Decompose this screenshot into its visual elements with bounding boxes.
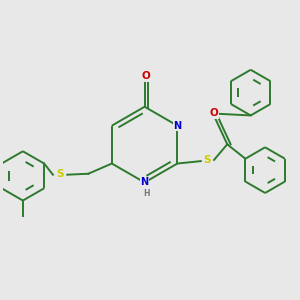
Text: S: S — [204, 155, 211, 165]
Text: O: O — [141, 71, 150, 81]
Text: H: H — [144, 189, 150, 198]
Text: S: S — [56, 169, 64, 179]
Text: O: O — [210, 108, 218, 118]
Text: N: N — [140, 177, 149, 188]
Text: N: N — [173, 121, 181, 131]
